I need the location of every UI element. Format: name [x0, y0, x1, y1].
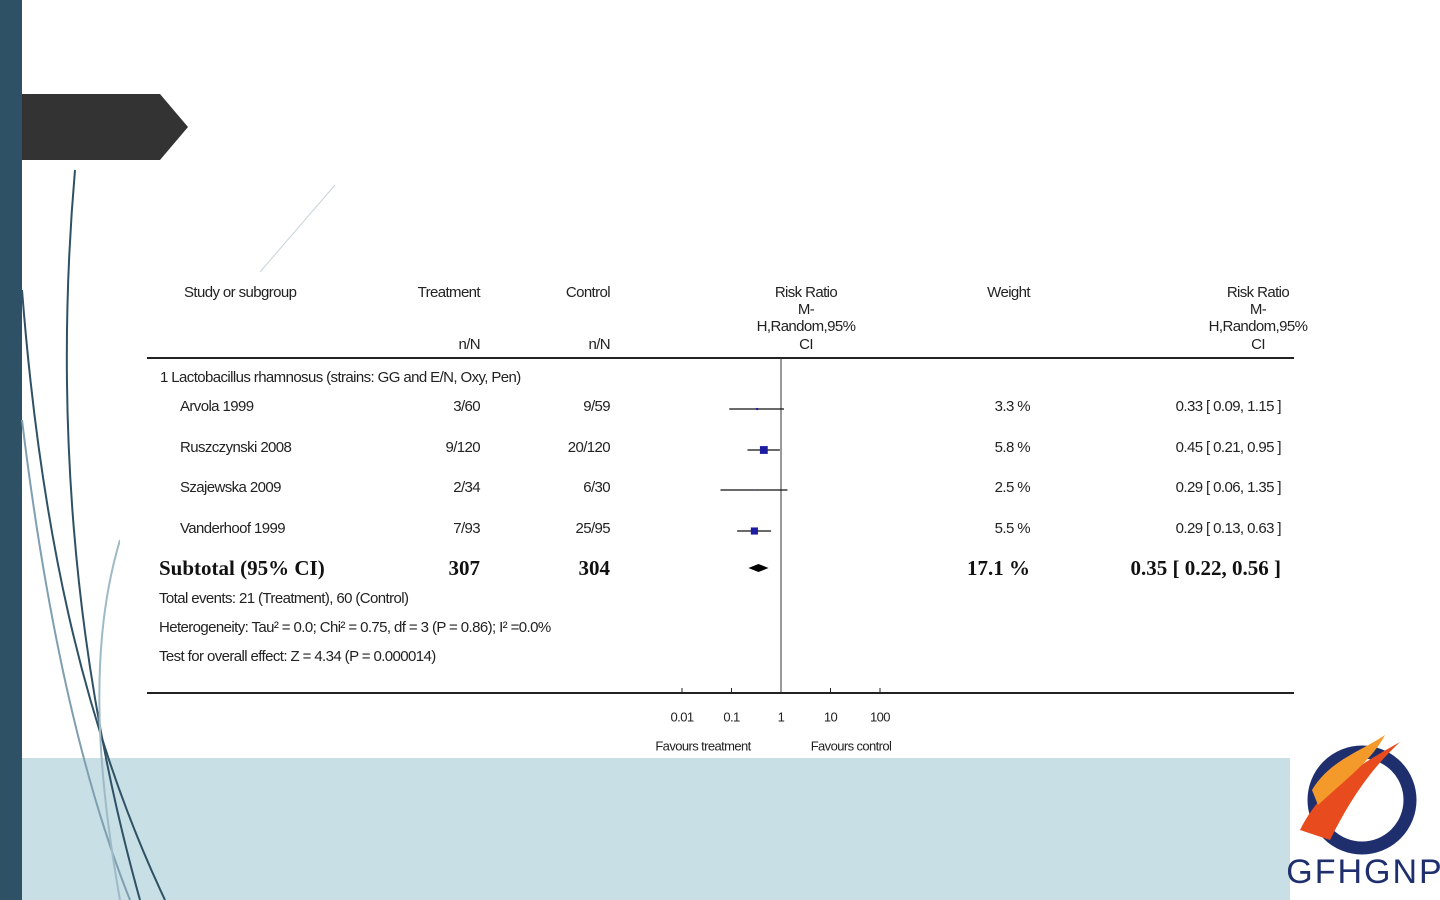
subtotal-weight: 17.1 % — [967, 556, 1030, 580]
header-weight: Weight — [987, 284, 1031, 301]
subtotal-effect: 0.35 [ 0.22, 0.56 ] — [1131, 556, 1282, 580]
header-effect-text: H,Random,95% — [1209, 318, 1308, 335]
logo: GFHGNP — [1286, 735, 1440, 900]
header-study: Study or subgroup — [184, 284, 297, 301]
x-tick-label: 0.01 — [671, 709, 694, 724]
header-effect: M- — [798, 301, 815, 318]
study-name: Arvola 1999 — [180, 398, 254, 415]
decor-line — [259, 184, 336, 273]
study-name: Ruszczynski 2008 — [180, 439, 292, 456]
weight-label: 3.3 % — [995, 398, 1031, 415]
weight-label: 5.5 % — [995, 520, 1031, 537]
footnote: Heterogeneity: Tau² = 0.0; Chi² = 0.75, … — [159, 619, 551, 636]
group-label: 1 Lactobacillus rhamnosus (strains: GG a… — [160, 369, 521, 386]
bottom-band — [0, 758, 1440, 900]
logo-text: GFHGNP — [1286, 853, 1440, 891]
header-treatment: Treatment — [418, 284, 482, 301]
header-unit: n/N — [458, 336, 480, 353]
effect-square — [753, 489, 755, 491]
treatment-events: 3/60 — [453, 398, 480, 415]
header-effect: H,Random,95% — [757, 318, 856, 335]
effect-label: 0.45 [ 0.21, 0.95 ] — [1176, 439, 1282, 456]
effect-square — [750, 527, 758, 535]
header-control: Control — [566, 284, 610, 301]
logo-flame — [1312, 735, 1385, 805]
x-tick-label: 1 — [778, 709, 785, 724]
forest-plot: Study or subgroup Treatment Control n/N n/N W… — [147, 284, 1308, 753]
header-effect-text: CI — [1251, 336, 1265, 353]
control-events: 9/59 — [583, 398, 610, 415]
header-effect: Risk Ratio — [775, 284, 838, 301]
weight-label: 2.5 % — [995, 479, 1031, 496]
control-events: 6/30 — [583, 479, 610, 496]
effect-label: 0.33 [ 0.09, 1.15 ] — [1176, 398, 1282, 415]
header-effect-text: M- — [1250, 301, 1267, 318]
control-events: 25/95 — [575, 520, 610, 537]
footnote: Test for overall effect: Z = 4.34 (P = 0… — [159, 648, 436, 665]
effect-label: 0.29 [ 0.06, 1.35 ] — [1176, 479, 1282, 496]
header-effect: CI — [799, 336, 813, 353]
left-bar — [0, 0, 22, 900]
header-effect-text: Risk Ratio — [1227, 284, 1290, 301]
plot-panel — [120, 276, 1320, 758]
effect-square — [759, 446, 768, 454]
treatment-events: 9/120 — [445, 439, 480, 456]
header-unit: n/N — [588, 336, 610, 353]
subtotal-control: 304 — [579, 556, 611, 580]
footnote: Total events: 21 (Treatment), 60 (Contro… — [159, 590, 409, 607]
x-label-left: Favours treatment — [655, 738, 751, 753]
treatment-events: 2/34 — [453, 479, 480, 496]
weight-label: 5.8 % — [995, 439, 1031, 456]
study-name: Szajewska 2009 — [180, 479, 281, 496]
subtotal-diamond — [748, 564, 769, 572]
decor-lines — [21, 169, 166, 900]
control-events: 20/120 — [568, 439, 611, 456]
effect-label: 0.29 [ 0.13, 0.63 ] — [1176, 520, 1282, 537]
logo-flame — [1300, 742, 1400, 840]
subtotal-name: Subtotal (95% CI) — [159, 556, 325, 580]
subtotal-treatment: 307 — [449, 556, 481, 580]
title-arrow — [22, 94, 188, 160]
treatment-events: 7/93 — [453, 520, 480, 537]
study-name: Vanderhoof 1999 — [180, 520, 285, 537]
effect-square — [756, 407, 759, 411]
x-label-right: Favours control — [811, 738, 892, 753]
x-tick-label: 100 — [870, 709, 890, 724]
x-tick-label: 10 — [824, 709, 838, 724]
x-tick-label: 0.1 — [723, 709, 740, 724]
